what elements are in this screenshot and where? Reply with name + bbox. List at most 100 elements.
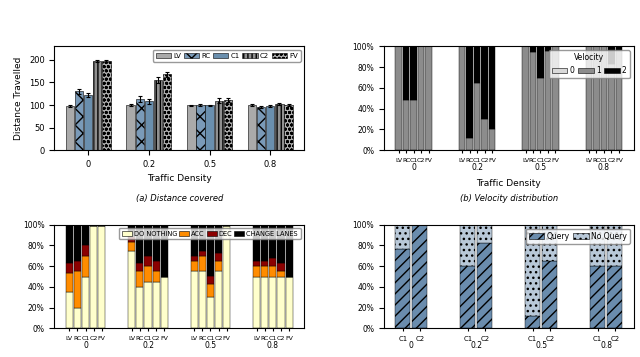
Bar xyxy=(74,271,81,308)
Bar xyxy=(396,248,410,328)
Bar xyxy=(269,225,276,258)
Bar xyxy=(530,52,536,150)
Text: 0.5: 0.5 xyxy=(534,162,547,172)
Bar xyxy=(90,226,97,328)
Bar xyxy=(261,277,268,328)
Bar xyxy=(128,242,135,251)
Bar xyxy=(127,105,135,150)
Bar xyxy=(223,226,230,328)
Bar xyxy=(196,105,205,150)
Text: 0.8: 0.8 xyxy=(267,341,279,350)
Bar xyxy=(396,46,402,150)
Bar xyxy=(74,225,81,261)
Bar xyxy=(191,271,198,328)
Bar xyxy=(396,225,410,248)
Bar xyxy=(467,46,473,138)
Legend: Query, No Query: Query, No Query xyxy=(525,228,630,244)
Bar xyxy=(608,46,615,64)
Bar xyxy=(275,104,284,150)
Text: 0.5: 0.5 xyxy=(204,341,216,350)
Text: 0.2: 0.2 xyxy=(142,341,154,350)
Bar xyxy=(145,101,153,150)
Bar xyxy=(261,261,268,266)
Bar xyxy=(187,105,196,150)
Bar xyxy=(161,277,168,328)
Bar xyxy=(269,277,276,328)
Bar xyxy=(66,273,73,292)
Legend: DO NOTHING, ACC, DEC, CHANGE LANES: DO NOTHING, ACC, DEC, CHANGE LANES xyxy=(119,228,301,240)
Bar xyxy=(525,316,540,328)
Bar xyxy=(145,282,152,328)
Bar xyxy=(205,105,214,150)
Bar xyxy=(82,225,89,246)
Bar xyxy=(207,284,214,297)
Bar xyxy=(269,266,276,277)
Bar xyxy=(403,100,410,150)
Bar xyxy=(616,50,622,150)
Bar xyxy=(136,99,144,150)
Bar xyxy=(412,225,428,328)
Text: 0: 0 xyxy=(83,341,88,350)
Bar xyxy=(586,46,592,150)
Bar xyxy=(82,277,89,328)
Bar xyxy=(66,106,74,150)
Bar xyxy=(152,282,160,328)
Bar xyxy=(215,271,222,328)
Bar xyxy=(136,287,143,328)
Bar xyxy=(136,225,143,263)
Bar xyxy=(128,225,135,237)
Bar xyxy=(163,74,172,150)
Text: 0: 0 xyxy=(409,341,414,350)
Bar xyxy=(145,225,152,256)
Bar xyxy=(278,277,285,328)
Bar xyxy=(460,225,476,266)
Bar xyxy=(607,225,622,266)
Bar xyxy=(616,46,622,50)
Bar xyxy=(525,225,540,316)
Text: 0.2: 0.2 xyxy=(471,162,483,172)
Bar xyxy=(607,266,622,328)
Bar xyxy=(285,225,292,277)
Bar xyxy=(199,256,206,271)
Bar xyxy=(253,277,260,328)
Bar xyxy=(460,266,476,328)
Bar xyxy=(128,251,135,328)
Legend: 0, 1, 2: 0, 1, 2 xyxy=(549,50,630,78)
Bar xyxy=(590,266,605,328)
Bar xyxy=(152,225,160,261)
Bar xyxy=(136,271,143,287)
Bar xyxy=(98,225,106,226)
Bar xyxy=(207,297,214,328)
Bar xyxy=(418,46,424,150)
Bar xyxy=(593,46,600,150)
Bar xyxy=(284,105,292,150)
Bar xyxy=(93,61,102,150)
Bar xyxy=(410,100,417,150)
Bar xyxy=(145,266,152,282)
Bar xyxy=(253,225,260,261)
Bar xyxy=(545,46,551,51)
Bar xyxy=(75,91,83,150)
Bar xyxy=(82,246,89,256)
Bar xyxy=(545,51,551,150)
Bar xyxy=(66,292,73,328)
Bar xyxy=(215,261,222,271)
Bar xyxy=(191,225,198,256)
Bar xyxy=(459,46,465,150)
Bar xyxy=(608,64,615,150)
Text: (b) Velocity distribution: (b) Velocity distribution xyxy=(460,193,558,203)
Bar xyxy=(161,225,168,277)
Bar xyxy=(261,225,268,261)
Bar xyxy=(191,261,198,271)
Bar xyxy=(215,253,222,261)
Bar xyxy=(154,80,162,150)
Bar xyxy=(590,225,605,266)
Y-axis label: Distance Travelled: Distance Travelled xyxy=(14,56,24,140)
Bar xyxy=(145,256,152,266)
Bar xyxy=(102,61,111,150)
X-axis label: Traffic Density: Traffic Density xyxy=(476,180,541,188)
Bar xyxy=(474,83,481,150)
Bar xyxy=(552,46,559,150)
Bar xyxy=(257,107,266,150)
Bar xyxy=(477,225,492,243)
